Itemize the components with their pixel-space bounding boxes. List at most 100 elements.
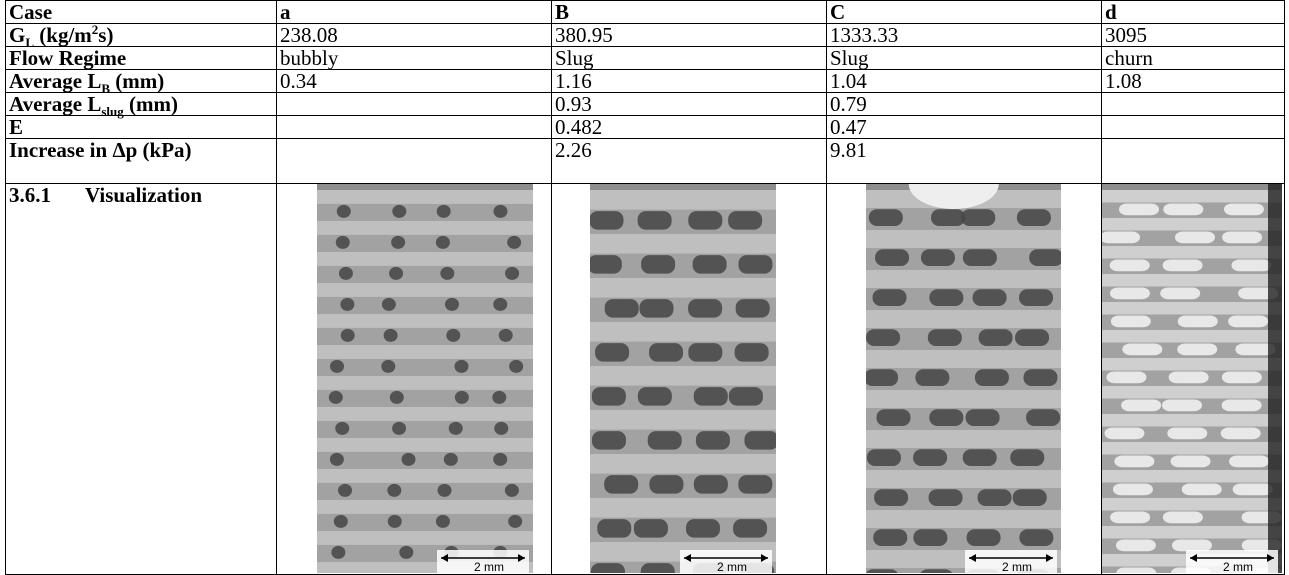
- channel-wall: [1102, 414, 1282, 427]
- bubble: [604, 475, 638, 493]
- channel-wall: [1102, 274, 1282, 287]
- bubble: [1121, 399, 1161, 411]
- bubble: [1116, 539, 1156, 551]
- bubble: [961, 209, 995, 226]
- bubble: [1013, 489, 1047, 506]
- bubble: [1110, 511, 1150, 523]
- header-cell: C: [827, 1, 1102, 24]
- cell: 3095: [1102, 24, 1285, 47]
- flow-image: 2 mm: [866, 184, 1061, 573]
- bubble: [1122, 343, 1162, 355]
- bubble: [493, 298, 507, 311]
- bubble: [688, 299, 722, 317]
- bubble: [686, 519, 720, 537]
- cell: 1.04: [827, 70, 1102, 93]
- bubble: [455, 391, 469, 404]
- cell: 1333.33: [827, 24, 1102, 47]
- bubble: [1019, 529, 1053, 546]
- bubble: [454, 360, 468, 373]
- cell: [277, 116, 552, 139]
- header-row: Case a B C d: [6, 1, 1285, 24]
- channel-wall: [866, 510, 1061, 528]
- cell: 380.95: [552, 24, 827, 47]
- bubble: [1221, 427, 1261, 439]
- row: E 0.482 0.47: [6, 116, 1285, 139]
- cell: 2.26: [552, 139, 827, 184]
- image-cell: 2 mm: [1102, 184, 1285, 575]
- bubble: [1116, 567, 1156, 573]
- section-number: 3.6.1: [9, 184, 85, 206]
- image-cell: 2 mm: [552, 184, 827, 575]
- row: Average LB (mm) 0.34 1.16 1.04 1.08: [6, 70, 1285, 93]
- label-text: Average L: [9, 69, 101, 93]
- bubble: [595, 343, 629, 361]
- bubble: [330, 360, 344, 373]
- page: Case a B C d GL (kg/m2s) 238.08 380.95 1…: [0, 0, 1289, 575]
- bubble: [1110, 259, 1150, 271]
- bubble: [1119, 203, 1159, 215]
- channel-wall: [866, 270, 1061, 288]
- channel-wall: [866, 230, 1061, 248]
- bubble: [919, 569, 953, 573]
- bubble: [1233, 483, 1273, 495]
- row: Average Lslug (mm) 0.93 0.79: [6, 93, 1285, 116]
- channel-wall: [317, 376, 533, 390]
- bubble: [693, 255, 727, 273]
- channel-wall: [866, 390, 1061, 408]
- bubble: [1231, 259, 1271, 271]
- cell: 1.08: [1102, 70, 1285, 93]
- cell: [1102, 116, 1285, 139]
- channel-wall: [1102, 470, 1282, 483]
- cell: [277, 93, 552, 116]
- cell: 0.34: [277, 70, 552, 93]
- cell: 0.482: [552, 116, 827, 139]
- bubble: [591, 563, 625, 573]
- bubble: [509, 360, 523, 373]
- bubble: [339, 267, 353, 280]
- bubble: [728, 211, 762, 229]
- bubble: [744, 431, 776, 449]
- cell: [277, 139, 552, 184]
- bubble: [329, 391, 343, 404]
- bubble: [444, 453, 458, 466]
- bubble: [1228, 315, 1268, 327]
- bubble: [391, 236, 405, 249]
- bubble: [875, 249, 909, 266]
- channel-wall: [1102, 498, 1282, 511]
- bubble: [975, 369, 1009, 386]
- bubble: [1029, 249, 1061, 266]
- cell: [1102, 139, 1285, 184]
- bubble: [592, 387, 626, 405]
- bubble: [334, 515, 348, 528]
- row-label: GL (kg/m2s): [6, 24, 277, 47]
- channel-wall: [317, 283, 533, 297]
- bubble: [508, 515, 522, 528]
- bubble: [733, 519, 767, 537]
- bubble: [1026, 409, 1060, 426]
- bubble: [963, 449, 997, 466]
- channel: [317, 514, 533, 531]
- section-title: Visualization: [85, 183, 202, 207]
- bubble: [931, 209, 965, 226]
- channel-wall: [590, 322, 776, 342]
- channel-wall: [590, 190, 776, 210]
- bubble: [929, 289, 963, 306]
- label-text: (mm): [110, 69, 164, 93]
- bubble: [638, 211, 672, 229]
- bubble: [641, 255, 675, 273]
- bubble: [929, 409, 963, 426]
- channel: [317, 359, 533, 376]
- bubble: [337, 205, 351, 218]
- cell: bubbly: [277, 47, 552, 70]
- bubble: [446, 329, 460, 342]
- channel-wall: [590, 498, 776, 518]
- bubble: [1102, 231, 1140, 243]
- bubble: [649, 343, 683, 361]
- cell: Slug: [827, 47, 1102, 70]
- bubble: [449, 422, 463, 435]
- channel-wall: [1102, 526, 1282, 539]
- shadow: [1268, 184, 1282, 573]
- bubble: [1017, 209, 1051, 226]
- bubble: [505, 484, 519, 497]
- bubble: [392, 205, 406, 218]
